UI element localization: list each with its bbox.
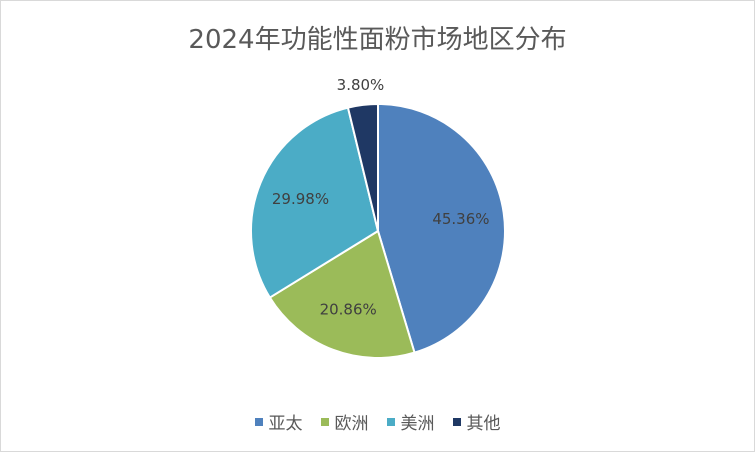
legend: 亚太 欧洲 美洲 其他 <box>1 409 754 434</box>
legend-item-americas: 美洲 <box>386 409 435 434</box>
legend-label-americas: 美洲 <box>400 414 435 434</box>
data-label-americas: 29.98% <box>272 190 329 208</box>
chart-title: 2024年功能性面粉市场地区分布 <box>188 25 567 55</box>
legend-label-apac: 亚太 <box>268 414 303 434</box>
pie-slice-other <box>346 102 379 232</box>
legend-swatch-other <box>452 417 461 426</box>
data-label-other: 3.80% <box>337 76 385 94</box>
legend-swatch-europe <box>320 417 329 426</box>
pie-slice-americas <box>250 106 380 299</box>
data-label-europe: 20.86% <box>320 300 377 318</box>
legend-swatch-apac <box>254 417 263 426</box>
pie-slice-apac <box>377 102 506 354</box>
legend-swatch-americas <box>386 417 395 426</box>
legend-item-europe: 欧洲 <box>320 409 369 434</box>
legend-item-other: 其他 <box>452 409 501 434</box>
legend-item-apac: 亚太 <box>254 409 303 434</box>
legend-label-other: 其他 <box>466 414 501 434</box>
data-label-apac: 45.36% <box>432 210 489 228</box>
legend-label-europe: 欧洲 <box>334 414 369 434</box>
pie-slice-europe <box>268 229 416 359</box>
